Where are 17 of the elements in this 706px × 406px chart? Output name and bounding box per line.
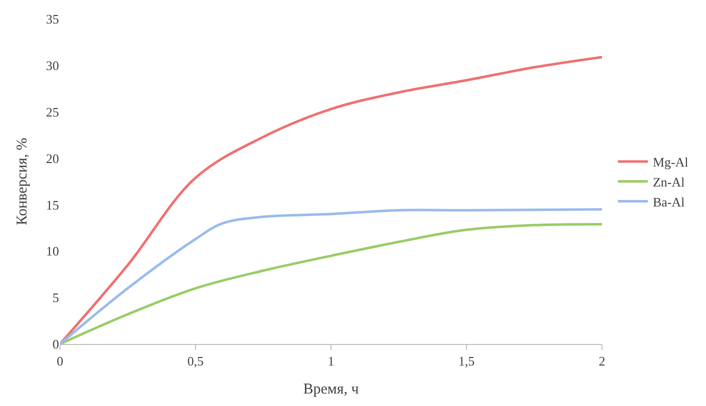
x-tick-label: 0,5	[187, 354, 204, 369]
y-tick-label: 35	[46, 12, 59, 27]
y-tick-label: 10	[46, 244, 59, 259]
y-tick-label: 20	[46, 150, 59, 166]
legend-label: Zn-Al	[652, 174, 685, 190]
y-axis-title: Конверсия, %	[14, 138, 30, 226]
legend-label: Mg-Al	[652, 154, 689, 170]
y-tick-label: 5	[52, 290, 59, 306]
y-tick-label: 0	[52, 336, 59, 352]
x-tick-label: 1,5	[458, 354, 475, 369]
y-tick-label: 30	[46, 58, 59, 73]
legend-label: Ba-Al	[652, 194, 685, 210]
x-axis-title: Время, ч	[303, 382, 360, 398]
x-tick-label: 2	[598, 354, 606, 369]
x-tick-label: 1	[328, 354, 334, 369]
y-tick-label: 25	[46, 104, 59, 120]
y-tick-label: 15	[46, 197, 59, 212]
